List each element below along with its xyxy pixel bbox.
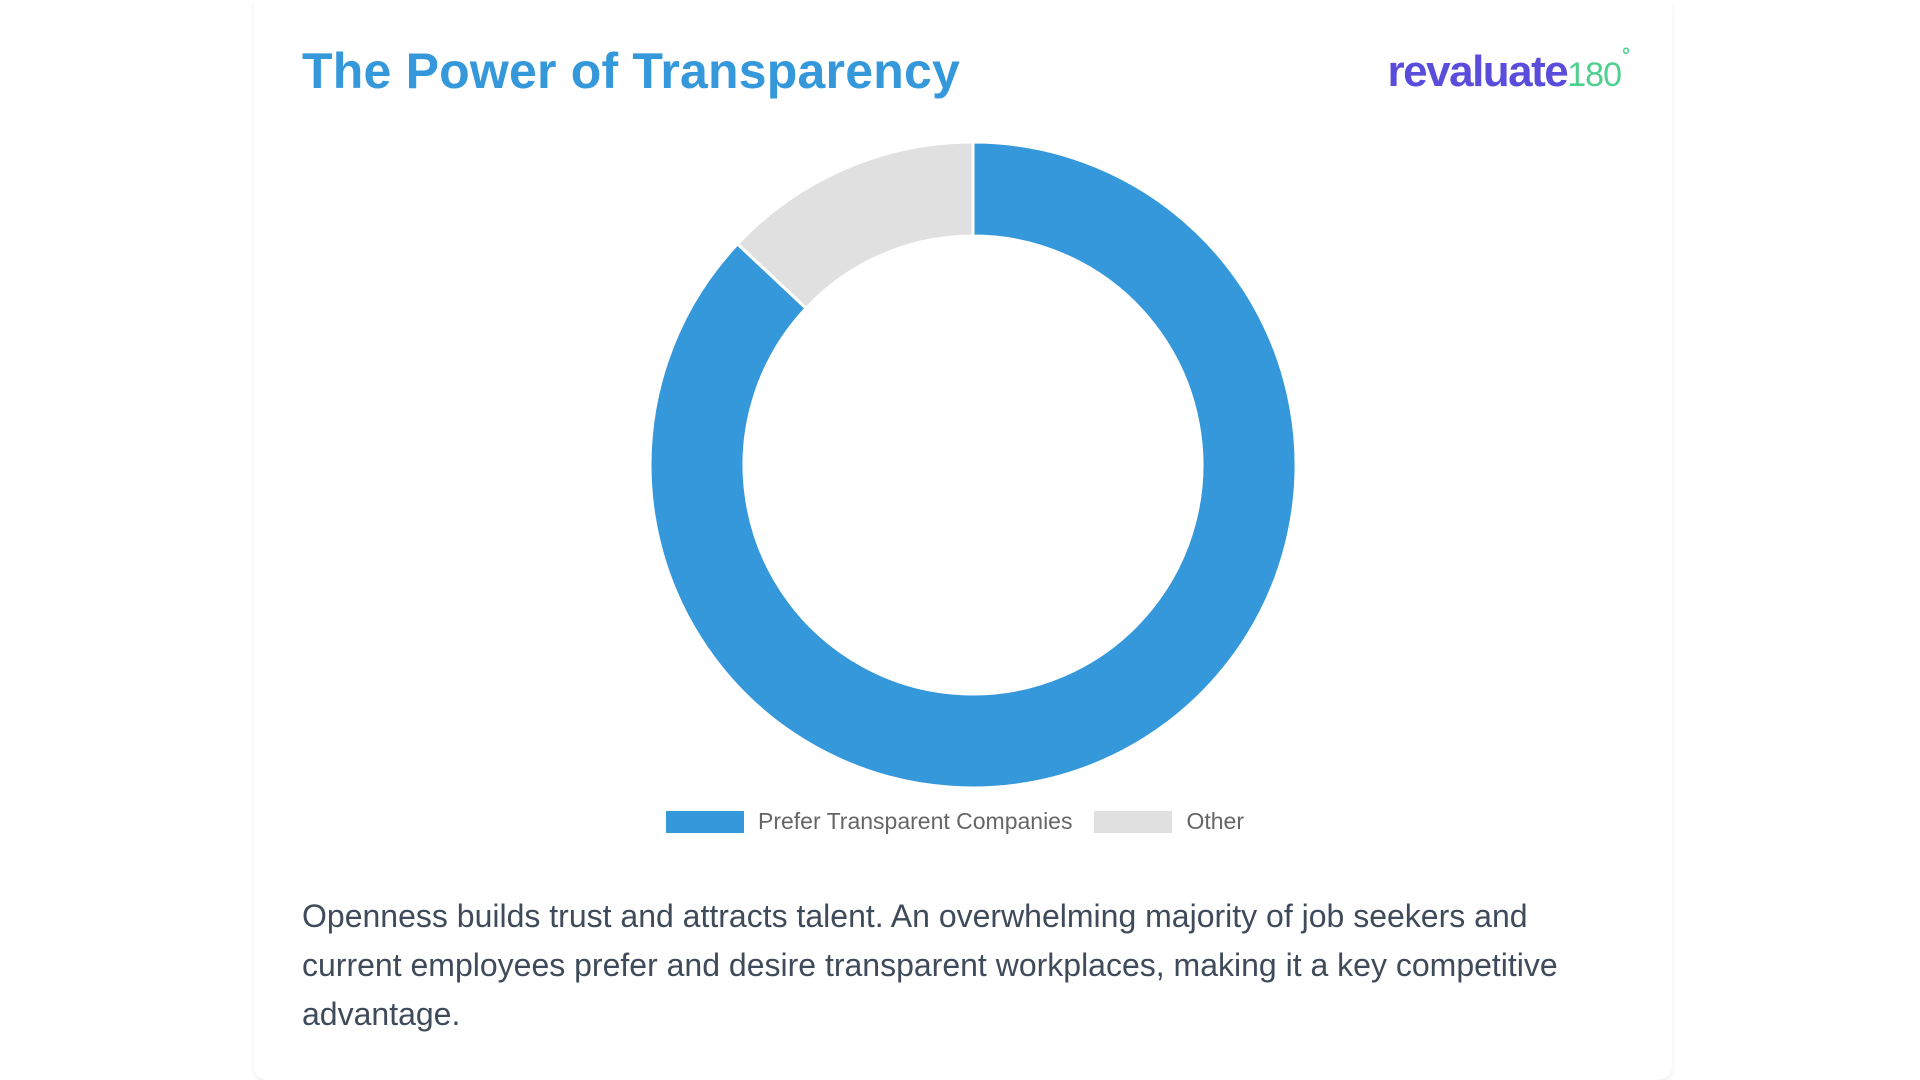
revaluate-logo: revaluate180° <box>1387 46 1630 96</box>
legend-item-prefer-transparent-companies[interactable]: Prefer Transparent Companies <box>665 808 1073 835</box>
legend-swatch <box>665 810 744 833</box>
legend-swatch <box>1094 810 1173 833</box>
slide-title: The Power of Transparency <box>302 43 960 99</box>
slice-other[interactable] <box>735 140 975 311</box>
legend-label: Other <box>1186 808 1245 834</box>
chart-legend: Prefer Transparent Companies Other <box>0 808 1915 835</box>
logo-word: revaluate <box>1387 47 1569 96</box>
logo-mark: ° <box>1622 45 1630 67</box>
slice-prefer-transparent-companies[interactable] <box>648 140 1298 790</box>
logo-number: 180 <box>1567 56 1622 94</box>
legend-item-other[interactable]: Other <box>1094 808 1244 835</box>
legend-label: Prefer Transparent Companies <box>757 808 1073 834</box>
slide-description: Openness builds trust and attracts talen… <box>302 898 1558 1032</box>
